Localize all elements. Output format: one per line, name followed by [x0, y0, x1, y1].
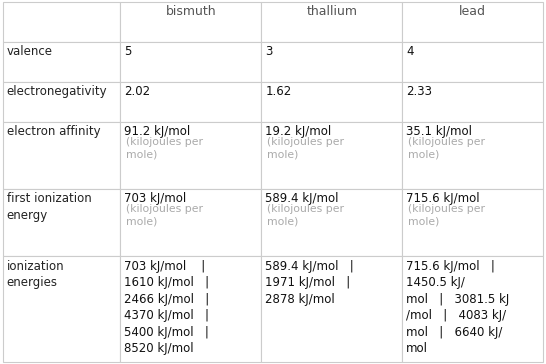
Bar — [121, 2, 262, 42]
Text: electron affinity: electron affinity — [7, 125, 100, 138]
Text: electronegativity: electronegativity — [7, 85, 107, 98]
Bar — [3, 82, 121, 122]
Bar — [121, 189, 262, 256]
Bar — [402, 189, 543, 256]
Text: 3: 3 — [265, 46, 272, 58]
Text: 91.2 kJ/mol: 91.2 kJ/mol — [124, 125, 191, 138]
Text: (kilojoules per
mole): (kilojoules per mole) — [408, 204, 485, 227]
Bar — [402, 42, 543, 82]
Bar — [3, 42, 121, 82]
Bar — [262, 256, 402, 362]
Bar — [262, 42, 402, 82]
Text: 2.02: 2.02 — [124, 85, 150, 98]
Text: 715.6 kJ/mol   |
1450.5 kJ/
mol   |   3081.5 kJ
/mol   |   4083 kJ/
mol   |   66: 715.6 kJ/mol | 1450.5 kJ/ mol | 3081.5 k… — [406, 260, 509, 355]
Bar — [402, 256, 543, 362]
Text: 35.1 kJ/mol: 35.1 kJ/mol — [406, 125, 472, 138]
Text: first ionization
energy: first ionization energy — [7, 192, 91, 222]
Bar — [121, 42, 262, 82]
Text: 589.4 kJ/mol   |
1971 kJ/mol   |
2878 kJ/mol: 589.4 kJ/mol | 1971 kJ/mol | 2878 kJ/mol — [265, 260, 354, 305]
Text: 703 kJ/mol: 703 kJ/mol — [124, 192, 187, 205]
Text: 5: 5 — [124, 46, 132, 58]
Text: 703 kJ/mol    |
1610 kJ/mol   |
2466 kJ/mol   |
4370 kJ/mol   |
5400 kJ/mol   |
: 703 kJ/mol | 1610 kJ/mol | 2466 kJ/mol |… — [124, 260, 210, 355]
Text: valence: valence — [7, 46, 52, 58]
Bar — [3, 2, 121, 42]
Bar — [402, 2, 543, 42]
Text: 2.33: 2.33 — [406, 85, 432, 98]
Text: 1.62: 1.62 — [265, 85, 292, 98]
Text: 4: 4 — [406, 46, 414, 58]
Bar — [402, 82, 543, 122]
Bar — [121, 122, 262, 189]
Text: (kilojoules per
mole): (kilojoules per mole) — [126, 136, 203, 159]
Text: (kilojoules per
mole): (kilojoules per mole) — [408, 136, 485, 159]
Text: lead: lead — [459, 5, 486, 19]
Bar — [262, 189, 402, 256]
Bar — [262, 122, 402, 189]
Text: (kilojoules per
mole): (kilojoules per mole) — [267, 136, 344, 159]
Bar — [262, 82, 402, 122]
Text: thallium: thallium — [306, 5, 358, 19]
Bar — [3, 189, 121, 256]
Text: (kilojoules per
mole): (kilojoules per mole) — [267, 204, 344, 227]
Text: bismuth: bismuth — [165, 5, 216, 19]
Bar — [262, 2, 402, 42]
Text: (kilojoules per
mole): (kilojoules per mole) — [126, 204, 203, 227]
Text: 589.4 kJ/mol: 589.4 kJ/mol — [265, 192, 339, 205]
Bar — [121, 256, 262, 362]
Bar — [402, 122, 543, 189]
Bar — [3, 256, 121, 362]
Text: ionization
energies: ionization energies — [7, 260, 64, 289]
Text: 19.2 kJ/mol: 19.2 kJ/mol — [265, 125, 331, 138]
Bar — [121, 82, 262, 122]
Bar — [3, 122, 121, 189]
Text: 715.6 kJ/mol: 715.6 kJ/mol — [406, 192, 480, 205]
